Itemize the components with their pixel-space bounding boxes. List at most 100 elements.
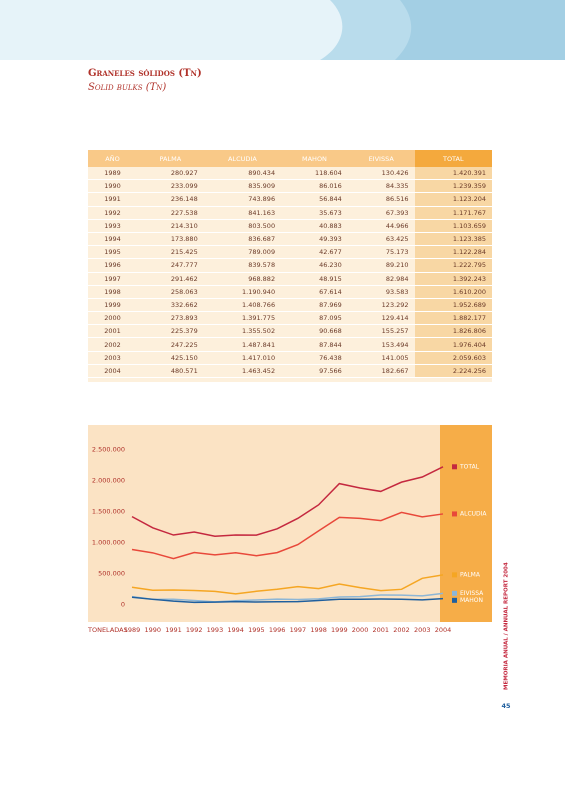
table-cell: 130.426: [347, 167, 415, 181]
series-line: [131, 466, 444, 537]
x-tick-label: 1995: [248, 626, 265, 634]
table-row: 1999 332.662 1.408.766 87.969 123.292 1.952.6…: [88, 298, 492, 313]
header-row: AÑO PALMA ALCUDIA MAHON EIVISSA TOTAL: [88, 150, 492, 167]
table-cell: 215.425: [136, 245, 204, 260]
table-cell: 890.434: [203, 167, 282, 181]
table-cell: 86.516: [347, 192, 415, 207]
table-cell: 182.667: [347, 364, 415, 379]
table-row: 1990 233.099 835.909 86.016 84.335 1.239.359: [88, 179, 492, 194]
table-cell: 1.190.940: [203, 285, 282, 299]
x-tick-label: 2004: [435, 626, 452, 634]
y-tick-label: 1.000.000: [92, 539, 125, 547]
table-cell: 40.883: [281, 219, 348, 233]
table-cell: 129.414: [347, 311, 415, 326]
table-cell: 2000: [88, 311, 137, 326]
table-cell: 76.438: [281, 351, 348, 365]
table-cell: 63.425: [347, 232, 415, 247]
legend-label: ALCUDIA: [460, 510, 487, 517]
table-cell: 1.239.359: [414, 179, 492, 194]
table-cell: 247.225: [136, 337, 204, 352]
table-row: 2001 225.379 1.355.502 90.668 155.257 1.826.8…: [88, 324, 492, 339]
table-cell: 56.844: [281, 192, 348, 207]
table-cell: 155.257: [347, 324, 415, 339]
series-line: [131, 592, 444, 603]
x-tick-label: 1992: [186, 626, 203, 634]
table-cell: 2004: [88, 364, 137, 379]
table-cell: 1.882.177: [414, 311, 492, 326]
table-cell: 118.604: [281, 167, 348, 181]
column-header: EIVISSA: [347, 150, 415, 167]
table-row: 1993 214.310 803.500 40.883 44.966 1.103.659: [88, 219, 492, 233]
table-cell: 258.063: [136, 285, 204, 299]
x-axis-label: TONELADAS: [87, 626, 128, 634]
table-row: 1989 280.927 890.434 118.604 130.426 1.420.39…: [88, 167, 492, 181]
table-cell: 1997: [88, 272, 137, 286]
table-panel: AÑO PALMA ALCUDIA MAHON EIVISSA TOTAL 1989 280.…: [88, 150, 492, 382]
table-cell: 87.844: [281, 337, 348, 352]
table-cell: 1.417.010: [203, 351, 282, 365]
legend-label: TOTAL: [459, 463, 480, 470]
table-cell: 75.173: [347, 245, 415, 260]
chart-highlight-column: [440, 425, 492, 622]
table-row: 1998 258.063 1.190.940 67.614 93.583 1.610.20…: [88, 285, 492, 299]
y-tick-label: 500.000: [98, 570, 125, 578]
table-cell: 87.095: [281, 311, 348, 326]
x-tick-label: 2003: [414, 626, 431, 634]
y-tick-label: 2.000.000: [92, 477, 125, 485]
table-cell: 1994: [88, 232, 137, 247]
table-cell: 89.210: [347, 258, 415, 273]
table-cell: 214.310: [136, 219, 204, 233]
table-cell: 227.538: [136, 206, 204, 220]
table-row: 1992 227.538 841.163 35.673 67.393 1.171.767: [88, 206, 492, 220]
table-cell: 1998: [88, 285, 137, 299]
table-cell: 743.896: [203, 192, 282, 207]
column-header: AÑO: [88, 150, 137, 167]
table-cell: 1.826.806: [414, 324, 492, 339]
table-cell: 236.148: [136, 192, 204, 207]
table-cell: 1996: [88, 258, 137, 273]
table-cell: 2.224.256: [414, 364, 492, 379]
table-cell: 141.005: [347, 351, 415, 365]
table-body: 1989 280.927 890.434 118.604 130.426 1.420.39…: [88, 167, 492, 379]
x-tick-label: 2001: [373, 626, 390, 634]
table-cell: 44.966: [347, 219, 415, 233]
table-cell: 35.673: [281, 206, 348, 220]
x-tick-label: 1989: [124, 626, 141, 634]
table-cell: 1.463.452: [203, 364, 282, 379]
table-cell: 173.880: [136, 232, 204, 247]
table-cell: 1993: [88, 219, 137, 233]
x-tick-label: 1993: [207, 626, 224, 634]
table-cell: 1.122.284: [414, 245, 492, 260]
legend-label: EIVISSA: [460, 590, 484, 597]
table-cell: 48.915: [281, 272, 348, 286]
table-cell: 1.123.204: [414, 192, 492, 207]
table-cell: 42.677: [281, 245, 348, 260]
table-cell: 82.984: [347, 272, 415, 286]
table-row: 2002 247.225 1.487.841 87.844 153.494 1.976.4…: [88, 337, 492, 352]
table-cell: 968.882: [203, 272, 282, 286]
table-cell: 67.393: [347, 206, 415, 220]
legend-label: MAHON: [460, 597, 483, 604]
table-cell: 835.909: [203, 179, 282, 194]
table-cell: 2001: [88, 324, 137, 339]
table-cell: 2.059.603: [414, 351, 492, 365]
series-line: [131, 596, 444, 604]
x-tick-label: 2000: [352, 626, 369, 634]
legend-label: PALMA: [460, 571, 481, 578]
table-cell: 153.494: [347, 337, 415, 352]
x-tick-label: 1990: [144, 626, 161, 634]
table-cell: 90.668: [281, 324, 348, 339]
table-cell: 86.016: [281, 179, 348, 194]
table-cell: 480.571: [136, 364, 204, 379]
table-cell: 1.171.767: [414, 206, 492, 220]
legend-swatch: [452, 597, 457, 603]
table-cell: 1992: [88, 206, 137, 220]
x-tick-label: 1994: [227, 626, 244, 634]
title: Graneles sólidos (Tn): [88, 68, 202, 79]
table: AÑO PALMA ALCUDIA MAHON EIVISSA TOTAL 1989 280.…: [88, 150, 492, 379]
table-cell: 332.662: [136, 298, 204, 313]
column-header: ALCUDIA: [203, 150, 282, 167]
table-cell: 1.952.689: [414, 298, 492, 313]
